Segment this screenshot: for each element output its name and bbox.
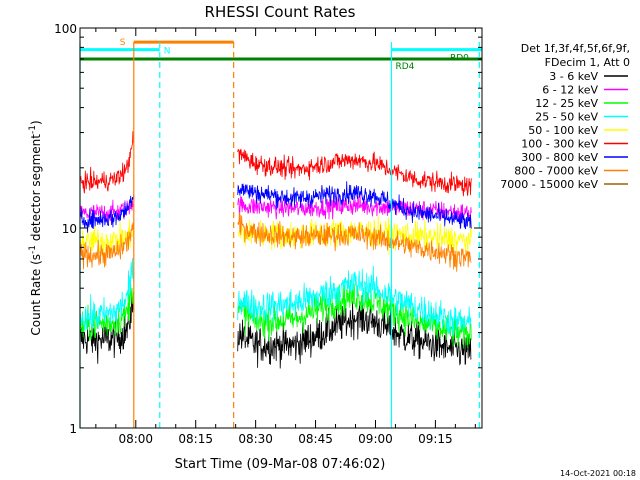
legend-header-line: FDecim 1, Att 0 [545,56,630,69]
flags-layer: SNRD0RD4 [80,38,482,72]
x-tick-label: 08:00 [118,432,153,446]
chart-title: RHESSI Count Rates [205,3,356,21]
legend-entry-label: 25 - 50 keV [535,111,598,124]
x-tick-label: 09:15 [418,432,453,446]
x-tick-label: 09:00 [358,432,393,446]
series-3-trace-0 [79,257,135,337]
legend-entry-label: 100 - 300 keV [521,138,598,151]
series-3-trace-1 [237,265,472,336]
x-tick-label: 08:30 [238,432,273,446]
flag-label-N: N [164,47,171,57]
x-axis-label: Start Time (09-Mar-08 07:46:02) [175,457,386,472]
plot-frame [79,27,483,429]
x-tick-label: 08:45 [298,432,333,446]
legend-entry-label: 3 - 6 keV [549,70,598,83]
y-tick-label: 100 [54,22,77,36]
legend-entry-label: 300 - 800 keV [521,151,598,164]
legend-entry-label: 7000 - 15000 keV [500,178,598,191]
series-2-trace-1 [237,279,472,349]
flag-label-RD4: RD4 [395,62,414,72]
series-4-trace-0 [79,218,135,254]
y-axis: 1 10 100 [54,22,482,436]
series-layer [79,131,472,369]
series-7-trace-0 [79,222,135,270]
series-6-trace-1 [237,181,472,230]
legend-entry-label: 6 - 12 keV [542,84,598,97]
y-tick-label: 10 [62,222,77,236]
legend-header-line: Det 1f,3f,4f,5f,6f,9f, [521,42,630,55]
footer-timestamp: 14-Oct-2021 00:18 [560,469,636,478]
series-7-trace-1 [237,212,472,272]
flag-label-S: S [120,38,126,48]
legend-entry-label: 12 - 25 keV [535,97,598,110]
x-axis: 08:00 08:15 08:30 08:45 09:00 09:15 [95,28,476,446]
legend-entry-label: 800 - 7000 keV [514,165,598,178]
y-tick-label: 1 [69,422,77,436]
y-axis-label: Count Rate (s-1 detector segment-1) [28,120,43,335]
legend: Det 1f,3f,4f,5f,6f,9f,FDecim 1, Att 03 -… [500,42,630,191]
x-tick-label: 08:15 [178,432,213,446]
series-5-trace-1 [237,148,472,197]
series-1-trace-1 [237,194,472,220]
series-0-trace-1 [237,295,472,369]
series-5-trace-0 [79,131,135,194]
series-6-trace-0 [79,193,135,233]
legend-entry-label: 50 - 100 keV [528,124,598,137]
